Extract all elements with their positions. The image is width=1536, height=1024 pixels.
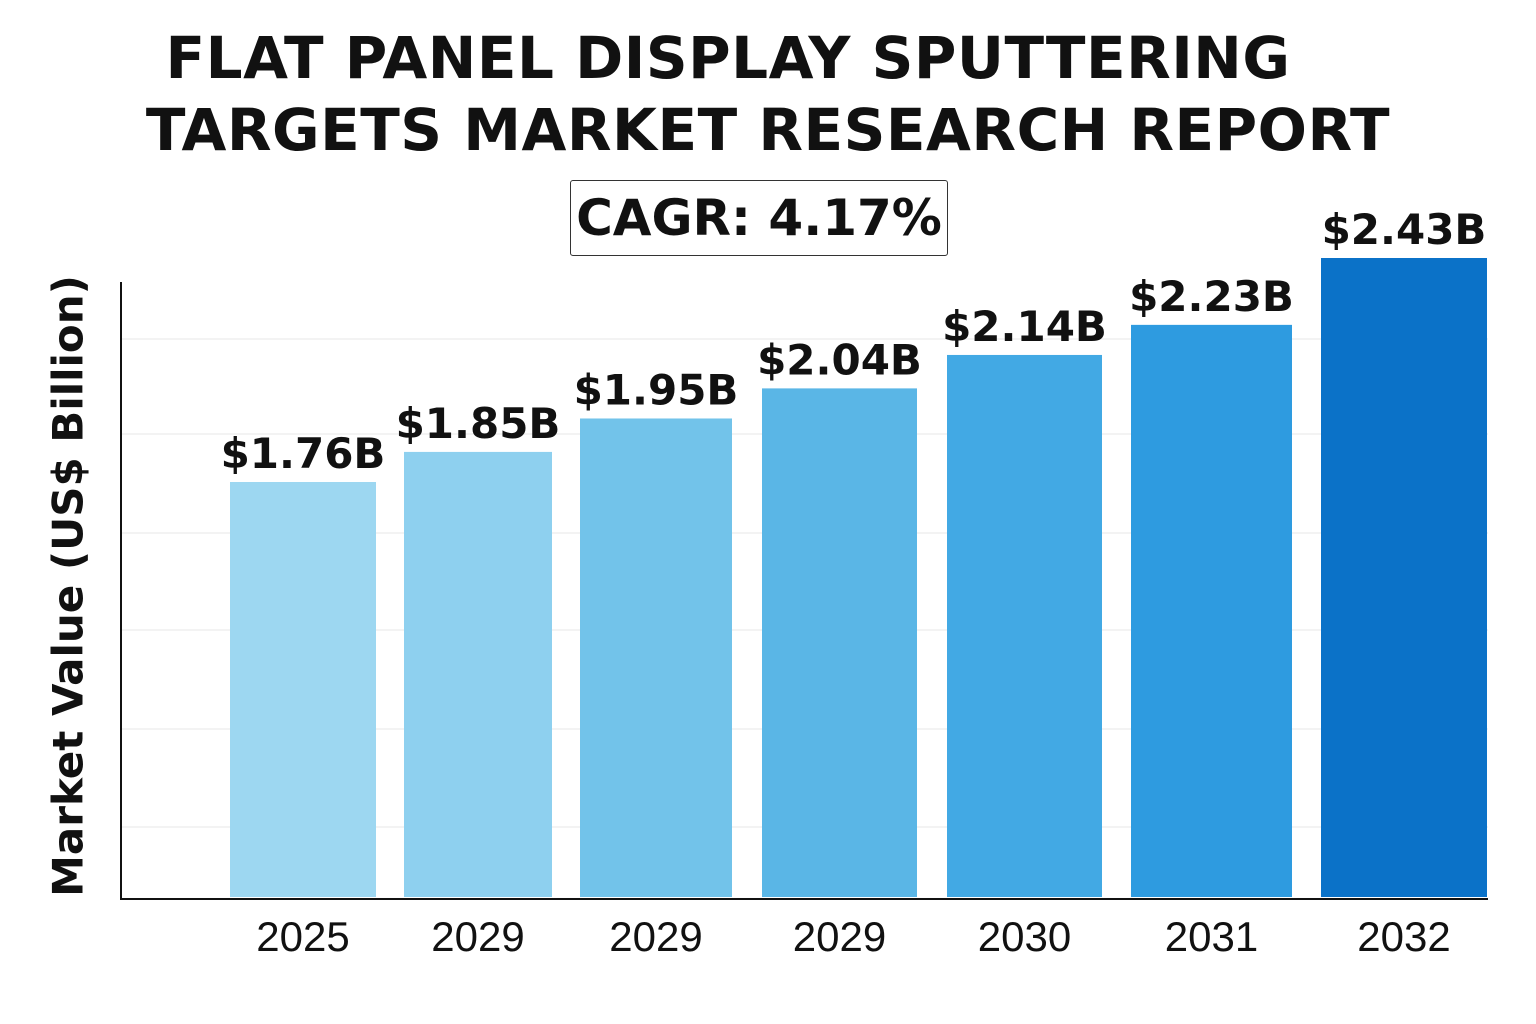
bar-2025-0 — [230, 482, 376, 897]
bar-2029-2 — [580, 418, 732, 897]
bars — [230, 258, 1487, 898]
bar-2031-5 — [1131, 324, 1292, 897]
data-label-4: $2.14B — [942, 302, 1107, 351]
bar-2032-6 — [1321, 258, 1487, 897]
data-label-1: $1.85B — [396, 399, 561, 448]
data-label-6: $2.43B — [1322, 205, 1487, 254]
data-label-0: $1.76B — [221, 429, 386, 478]
x-tick-labels: 2025 2029 2029 2029 2030 2031 2032 — [256, 913, 1450, 960]
x-tick-label-6: 2032 — [1357, 913, 1450, 960]
data-label-2: $1.95B — [574, 365, 739, 414]
data-label-3: $2.04B — [757, 335, 922, 384]
x-tick-label-2: 2029 — [609, 913, 702, 960]
x-tick-label-3: 2029 — [793, 913, 886, 960]
chart-title-line-2: TARGETS MARKET RESEARCH REPORT — [145, 96, 1391, 164]
x-tick-label-5: 2031 — [1165, 913, 1258, 960]
bar-2029-1 — [404, 451, 552, 897]
bar-2029-3 — [762, 388, 917, 897]
x-tick-label-0: 2025 — [256, 913, 349, 960]
data-labels: $1.76B$1.85B $1.95B $2.04B $2.14B $2.23B $2.4… — [221, 205, 1487, 478]
cagr-badge: CAGR: 4.17% — [570, 180, 948, 256]
x-tick-label-1: 2029 — [431, 913, 524, 960]
data-label-5: $2.23B — [1129, 272, 1294, 321]
bar-2030-4 — [947, 354, 1102, 898]
chart-title-line-1: FLAT PANEL DISPLAY SPUTTERING — [165, 24, 1291, 92]
x-tick-label-4: 2030 — [978, 913, 1071, 960]
